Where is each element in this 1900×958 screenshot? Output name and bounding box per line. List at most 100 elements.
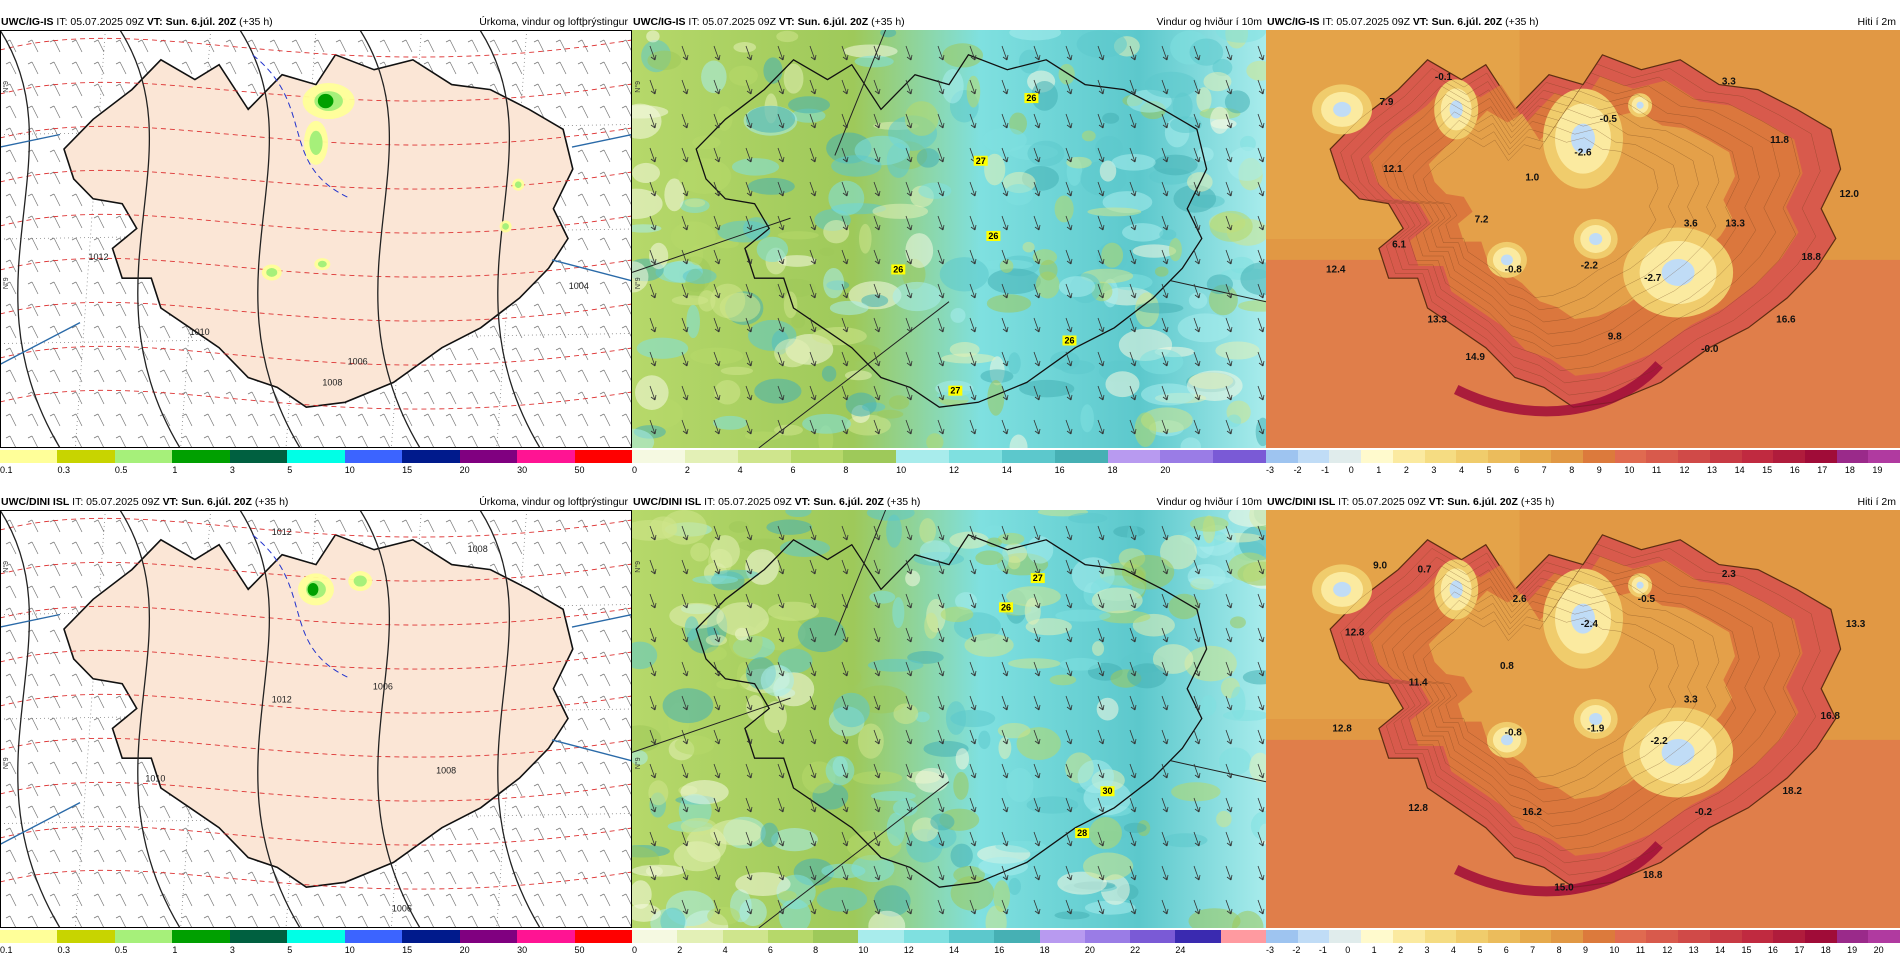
map-area[interactable]: 9.0 0.7 2.3 2.6 -0.5 -2.4 13.3 12.8 0.8 11.4 3.3 12…	[1266, 510, 1900, 928]
latitude-label: N°9	[634, 81, 642, 93]
temp-value-label: 13.3	[1846, 619, 1866, 630]
valid-time: VT: Sun. 6.júl. 20Z	[778, 16, 869, 28]
gust-label: 27	[1033, 573, 1043, 583]
colorbar-tick: 10	[896, 465, 907, 475]
colorbar: 0.1 0.3 0.5 1 3 5 10 15 20 30 50	[0, 930, 633, 956]
colorbar-swatch	[722, 930, 769, 943]
colorbar-swatch	[402, 450, 461, 463]
colorbar-tick: 17	[1817, 465, 1828, 475]
colorbar-swatch	[1392, 930, 1425, 943]
temp-value-label: -0.8	[1505, 264, 1523, 275]
colorbar-tick: 6	[1503, 945, 1509, 955]
colorbar-swatch	[287, 450, 346, 463]
latitude-label: N°9	[2, 561, 10, 573]
isobar-label: 1006	[373, 682, 393, 692]
temp-value-label: -0.8	[1505, 728, 1523, 739]
colorbar-tick: 10	[344, 465, 355, 475]
colorbar-tick: 16	[1789, 465, 1800, 475]
panel-header: UWC/IG-IS IT: 05.07.2025 09Z VT: Sun. 6.…	[632, 14, 1266, 30]
colorbar-tick: 10	[344, 945, 355, 955]
colorbar-swatch	[1107, 450, 1161, 463]
colorbar-swatch	[737, 450, 791, 463]
colorbar-swatch	[813, 930, 859, 943]
colorbar-tick: 0	[632, 465, 638, 475]
gust-label: 26	[1064, 336, 1074, 346]
model-name: UWC/DINI ISL	[633, 496, 702, 508]
colorbar-swatch	[1266, 930, 1299, 943]
temp-value-label: 6.1	[1392, 239, 1406, 250]
temp-value-label: 18.2	[1782, 786, 1802, 797]
temp-value-label: -0.5	[1600, 114, 1618, 125]
colorbar-swatch	[1836, 930, 1869, 943]
map-frame	[0, 30, 632, 448]
temp-value-label: -2.4	[1581, 619, 1599, 630]
temp-value-label: -0.2	[1695, 807, 1713, 818]
colorbar-swatch	[949, 450, 1003, 463]
gust-label: 27	[976, 156, 986, 166]
colorbar-swatch	[344, 930, 403, 943]
colorbar-swatch	[858, 930, 905, 943]
colorbar-tick: 3	[1424, 945, 1430, 955]
colorbar-tick: 5	[1477, 945, 1483, 955]
colorbar-tick: 14	[1734, 465, 1745, 475]
temp-value-label: 16.6	[1776, 315, 1796, 326]
model-name: UWC/DINI ISL	[1267, 496, 1336, 508]
map-svg: 1012 1010 1008 1006 1004 N°9 N°9	[0, 30, 632, 448]
temp-value-label: 14.9	[1465, 352, 1485, 363]
panel-title: Vindur og hviður í 10m	[1156, 16, 1262, 28]
colorbar-swatch	[632, 930, 678, 943]
colorbar-tick: 11	[1651, 465, 1662, 475]
colorbar-tick: 50	[574, 945, 585, 955]
map-area[interactable]: 1012 1010 1008 1006 1004 N°9 N°9	[0, 30, 632, 448]
colorbar-tick: 19	[1847, 945, 1858, 955]
temp-value-label: 2.6	[1513, 594, 1527, 605]
map-panel-wind-1: UWC/IG-IS IT: 05.07.2025 09Z VT: Sun. 6.…	[632, 14, 1267, 478]
colorbar-swatch	[1361, 450, 1394, 463]
isobar-label: 1008	[468, 544, 488, 554]
colorbar-swatch	[1001, 450, 1056, 463]
colorbar-swatch	[114, 450, 173, 463]
colorbar-tick: 14	[949, 945, 960, 955]
temp-value-label: 18.8	[1802, 252, 1822, 263]
temp-value-label: 12.8	[1345, 627, 1365, 638]
panel-title: Hiti í 2m	[1857, 16, 1896, 28]
map-svg: 9.0 0.7 2.3 2.6 -0.5 -2.4 13.3 12.8 0.8 11.4 3.3 12…	[1266, 510, 1900, 928]
colorbar-swatch	[517, 450, 576, 463]
temp-value-label: 2.3	[1722, 569, 1736, 580]
colorbar-tick: 2	[684, 465, 690, 475]
colorbar-swatch	[287, 930, 346, 943]
colorbar-tick: 15	[402, 465, 413, 475]
colorbar-tick: 1	[1376, 465, 1382, 475]
init-time: IT: 05.07.2025 09Z	[53, 16, 147, 28]
temp-value-label: 12.1	[1383, 164, 1403, 175]
latitude-label: N°9	[2, 81, 10, 93]
colorbar-tick: 18	[1844, 465, 1855, 475]
colorbar-swatch	[1804, 450, 1838, 463]
lead-time: (+35 h)	[868, 16, 905, 28]
latitude-label: N°9	[634, 757, 642, 769]
map-area[interactable]: 27 26 30 28 N°9 N°9	[632, 510, 1266, 928]
map-area[interactable]: 26 27 26 26 26 27 N°9 N°9	[632, 30, 1266, 448]
colorbar-swatch	[1741, 450, 1774, 463]
colorbar-swatch	[517, 930, 576, 943]
map-area[interactable]: -0.1 7.9 -0.5 3.3 -2.6 11.8 12.1 1.0 12.0 7.2 6.1 3…	[1266, 30, 1900, 448]
colorbar-tick: 3	[1431, 465, 1437, 475]
colorbar-tick: 8	[813, 945, 819, 955]
panel-header: UWC/IG-IS IT: 05.07.2025 09Z VT: Sun. 6.…	[0, 14, 632, 30]
map-area[interactable]: 1012 1008 1012 1010 1006 1008 1006 N°9 N°9	[0, 510, 632, 928]
colorbar-tick: 1	[172, 945, 178, 955]
colorbar-tick: 7	[1541, 465, 1547, 475]
colorbar-tick: 0.5	[114, 945, 128, 955]
lead-time: (+35 h)	[883, 496, 921, 508]
colorbar: 0 2 4 6 8 10 12 14 16 18 20	[632, 450, 1267, 476]
colorbar-tick: 3	[229, 945, 235, 955]
colorbar-swatch	[1361, 930, 1394, 943]
temp-value-label: 9.0	[1373, 561, 1387, 572]
isobar-label: 1012	[88, 252, 108, 262]
colorbar-swatch	[949, 930, 995, 943]
colorbar-tick: 18	[1820, 945, 1831, 955]
temp-value-label: 13.3	[1427, 315, 1447, 326]
colorbar: -3 -2 -1 0 1 2 3 4 5 6 7 8 9 10 11 12 13 14 15 16 17 18 19	[1266, 450, 1900, 476]
colorbar-tick: 2	[1403, 465, 1409, 475]
colorbar-swatch	[1329, 930, 1362, 943]
